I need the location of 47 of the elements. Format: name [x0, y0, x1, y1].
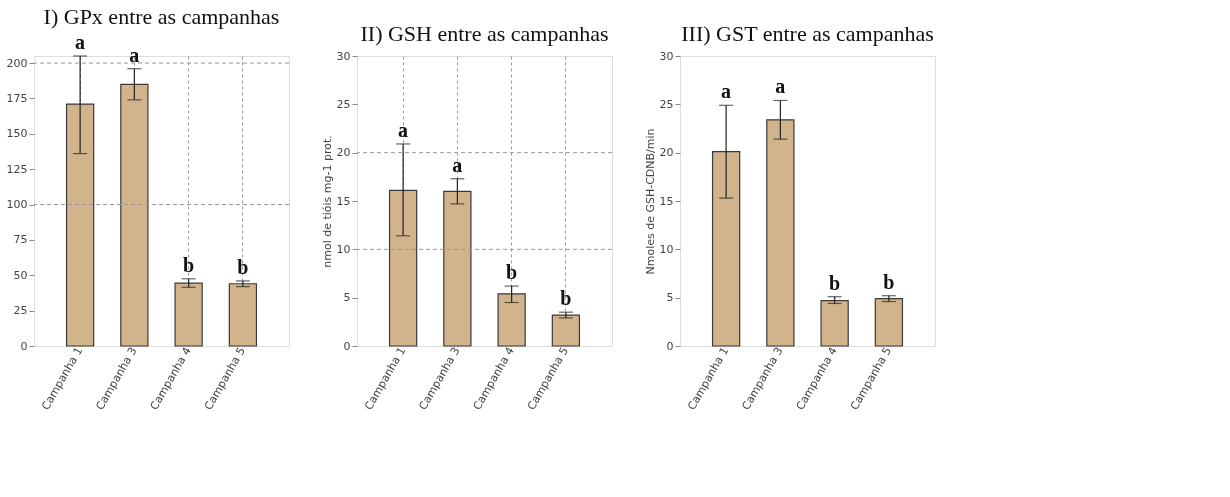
annotation: b — [883, 270, 895, 293]
chart-title: II) GSH entre as campanhas — [360, 21, 609, 46]
y-tick-label: 15 — [336, 194, 351, 208]
chart-title: I) GPx entre as campanhas — [43, 4, 280, 29]
y-tick-label: 200 — [6, 56, 28, 70]
bar — [388, 189, 418, 347]
y-tick-label: 5 — [343, 291, 351, 305]
y-tick-label: 75 — [13, 233, 28, 247]
y-tick-label: 50 — [13, 268, 28, 282]
bar — [120, 83, 149, 347]
y-tick-label: 30 — [336, 49, 351, 63]
bar — [766, 119, 795, 347]
chart-title: III) GST entre as campanhas — [681, 21, 934, 46]
y-tick-label: 20 — [659, 146, 674, 160]
y-tick-label: 25 — [659, 97, 674, 111]
y-tick-label: 150 — [6, 127, 28, 141]
y-tick-label: 15 — [659, 194, 674, 208]
annotation: b — [506, 261, 518, 284]
bar — [65, 103, 95, 347]
y-tick-label: 30 — [659, 49, 674, 63]
y-tick-label: 0 — [20, 339, 28, 353]
y-tick-label: 10 — [659, 242, 674, 256]
y-tick-label: 10 — [336, 242, 351, 256]
annotation: a — [721, 80, 732, 103]
bar — [711, 151, 741, 347]
y-tick-label: 25 — [336, 97, 351, 111]
annotation: b — [560, 287, 572, 310]
y-axis-title: Nmoles de GSH-CDNB/min — [643, 128, 657, 275]
annotation: a — [129, 43, 140, 66]
bar — [497, 293, 526, 347]
y-axis-title: nmol de tióis mg-1 prot. — [320, 135, 334, 268]
annotation: b — [237, 255, 249, 278]
y-tick-label: 100 — [6, 198, 28, 212]
y-tick-label: 25 — [13, 304, 28, 318]
annotation: b — [183, 253, 195, 276]
annotation: a — [775, 75, 786, 98]
annotation: a — [398, 118, 409, 141]
annotation: a — [452, 153, 463, 176]
y-tick-label: 175 — [6, 91, 28, 105]
y-tick-label: 125 — [6, 162, 28, 176]
y-tick-label: 20 — [336, 146, 351, 160]
y-tick-label: 5 — [666, 291, 674, 305]
text: a — [75, 31, 86, 53]
y-tick-label: 0 — [343, 339, 351, 353]
annotation: b — [829, 271, 841, 294]
y-tick-label: 0 — [666, 339, 674, 353]
bar — [443, 190, 472, 347]
